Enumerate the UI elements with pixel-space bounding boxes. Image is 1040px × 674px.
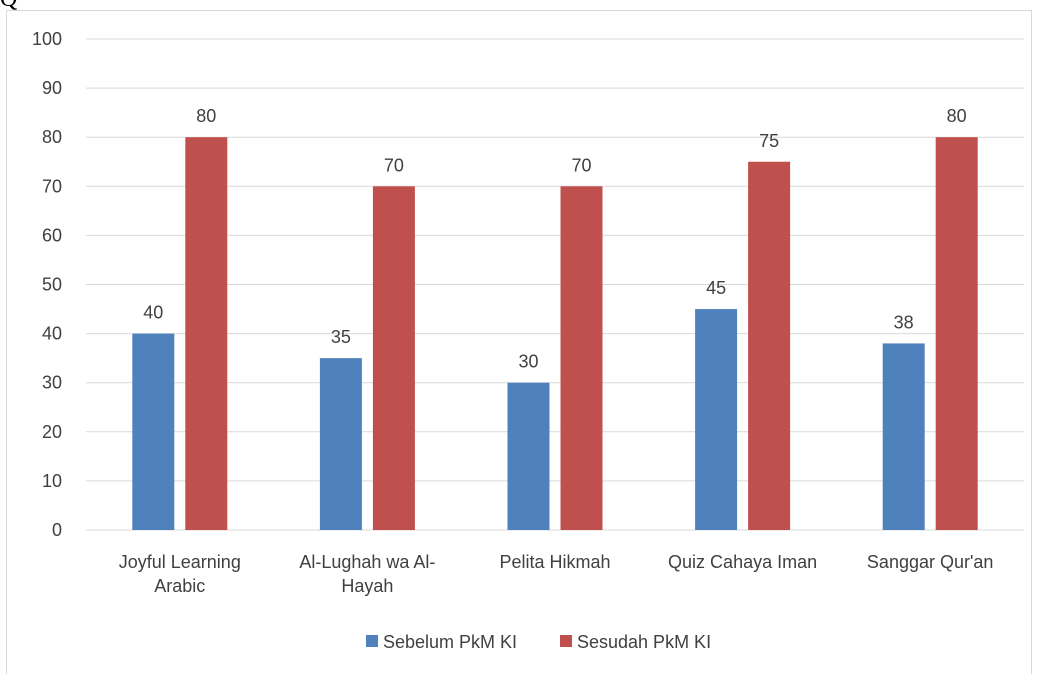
data-label: 75 — [759, 131, 779, 151]
data-label: 35 — [331, 327, 351, 347]
data-label: 70 — [384, 155, 404, 175]
legend-label: Sebelum PkM KI — [383, 632, 517, 652]
data-label: 38 — [894, 312, 914, 332]
y-tick-label: 10 — [42, 471, 62, 491]
chart-frame — [6, 10, 1032, 674]
y-tick-label: 0 — [52, 520, 62, 540]
data-label: 30 — [518, 352, 538, 372]
bar-sebelum — [507, 382, 550, 530]
legend-swatch — [366, 635, 378, 647]
category-label: Pelita Hikmah — [499, 552, 610, 572]
bar-sebelum — [882, 343, 925, 530]
caption-text: Q — [0, 0, 17, 13]
data-label: 80 — [196, 106, 216, 126]
y-tick-label: 40 — [42, 324, 62, 344]
bar-sesudah — [560, 186, 603, 531]
category-label: Quiz Cahaya Iman — [668, 552, 817, 572]
data-label: 45 — [706, 278, 726, 298]
data-label: 80 — [947, 106, 967, 126]
y-tick-label: 60 — [42, 225, 62, 245]
legend-label: Sesudah PkM KI — [577, 632, 711, 652]
category-label: Al-Lughah wa Al- — [299, 552, 435, 572]
bar-sebelum — [132, 333, 175, 530]
bar-sebelum — [319, 358, 362, 530]
bar-sesudah — [372, 186, 415, 531]
gridlines — [86, 38, 1024, 531]
y-tick-label: 100 — [32, 29, 62, 49]
category-label: Hayah — [341, 576, 393, 596]
data-label: 40 — [143, 303, 163, 323]
bar-sesudah — [748, 161, 791, 530]
bar-sebelum — [695, 309, 738, 530]
data-labels: 40 80 35 70 30 70 45 75 38 80 — [143, 106, 966, 372]
category-label: Sanggar Qur'an — [867, 552, 994, 572]
y-tick-label: 70 — [42, 176, 62, 196]
bar-sesudah — [935, 137, 978, 530]
category-label: Arabic — [154, 576, 205, 596]
y-tick-label: 50 — [42, 275, 62, 295]
category-label: Joyful Learning — [119, 552, 241, 572]
y-tick-label: 80 — [42, 127, 62, 147]
legend-swatch — [560, 635, 572, 647]
data-label: 70 — [571, 155, 591, 175]
y-axis-ticks: 0 10 20 30 40 50 60 70 80 90 100 — [32, 29, 62, 540]
bar-sesudah — [185, 137, 228, 530]
legend: Sebelum PkM KI Sesudah PkM KI — [366, 632, 711, 652]
y-tick-label: 90 — [42, 78, 62, 98]
bars — [132, 137, 978, 531]
x-axis-categories: Joyful Learning Arabic Al-Lughah wa Al- Hay… — [119, 552, 994, 596]
y-tick-label: 30 — [42, 373, 62, 393]
y-tick-label: 20 — [42, 422, 62, 442]
